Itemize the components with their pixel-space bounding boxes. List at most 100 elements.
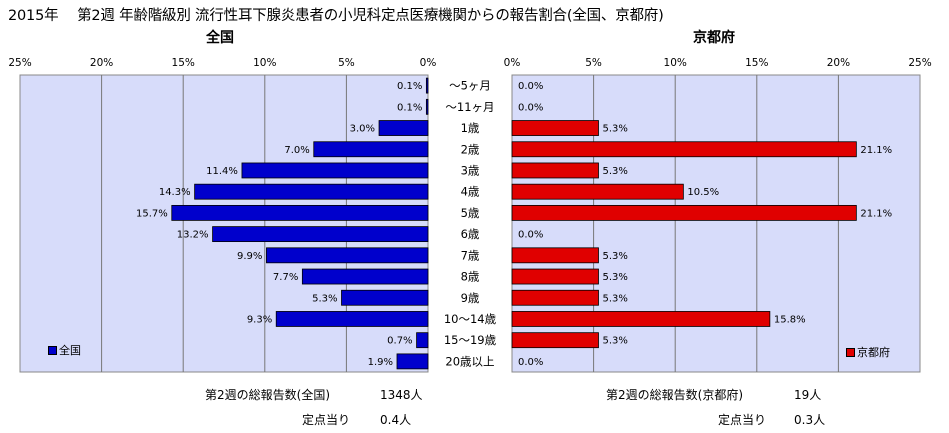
national-bar xyxy=(301,268,429,285)
kyoto-data-label: 21.1% xyxy=(860,145,892,156)
category-label: 20歳以上 xyxy=(445,354,494,368)
kyoto-data-label: 5.3% xyxy=(602,293,627,304)
national-data-label: 1.9% xyxy=(368,357,393,368)
legend-label-kyoto: 京都府 xyxy=(857,346,890,359)
right-tick-label: 5% xyxy=(585,57,602,69)
national-bar xyxy=(313,141,429,158)
left-tick-label: 10% xyxy=(253,57,276,69)
kyoto-data-label: 10.5% xyxy=(687,187,719,198)
national-data-label: 14.3% xyxy=(159,187,191,198)
category-label: 9歳 xyxy=(461,291,480,305)
left-tick-label: 20% xyxy=(90,57,113,69)
kyoto-per-value: 0.3人 xyxy=(794,413,826,427)
national-bar xyxy=(396,353,429,370)
national-data-label: 0.1% xyxy=(397,81,422,92)
kyoto-bar xyxy=(511,162,599,179)
national-bar xyxy=(425,77,429,94)
category-label: 8歳 xyxy=(461,270,480,284)
national-bar xyxy=(171,204,429,221)
kyoto-bar xyxy=(511,332,599,349)
national-bar xyxy=(378,120,429,136)
national-bar xyxy=(241,162,429,179)
national-data-label: 7.7% xyxy=(273,272,298,283)
kyoto-data-label: 0.0% xyxy=(518,81,543,92)
national-total-label: 第2週の総報告数(全国) xyxy=(205,388,330,402)
kyoto-data-label: 0.0% xyxy=(518,102,543,113)
legend-swatch-kyoto xyxy=(846,347,855,357)
category-label: 3歳 xyxy=(461,163,480,177)
national-data-label: 9.3% xyxy=(247,314,272,325)
national-data-label: 0.1% xyxy=(397,102,422,113)
national-bar xyxy=(194,183,429,200)
category-label: 7歳 xyxy=(461,248,480,262)
category-label: 2歳 xyxy=(461,142,480,156)
national-per-label: 定点当り xyxy=(302,413,351,427)
kyoto-data-label: 5.3% xyxy=(602,272,627,283)
legend-label-national: 全国 xyxy=(59,344,81,357)
national-data-label: 11.4% xyxy=(206,166,238,177)
national-bar xyxy=(266,247,429,264)
left-legend: 全国 xyxy=(48,342,81,358)
kyoto-bar xyxy=(511,120,599,136)
kyoto-bar xyxy=(511,204,857,221)
kyoto-data-label: 0.0% xyxy=(518,357,543,368)
national-bar xyxy=(341,289,429,306)
kyoto-bar xyxy=(511,311,771,327)
national-data-label: 13.2% xyxy=(177,230,209,241)
category-label: 15～19歳 xyxy=(444,333,497,347)
national-per-value: 0.4人 xyxy=(380,413,412,427)
labels: 25% 20% 15% 10% 5% 0% 0% 5% 10% 15% 20% 25% 0.1% ～5ヶ月… xyxy=(8,57,931,368)
kyoto-data-label: 5.3% xyxy=(602,251,627,262)
kyoto-data-label: 5.3% xyxy=(602,166,627,177)
right-legend: 京都府 xyxy=(846,344,890,360)
national-total-value: 1348人 xyxy=(380,388,423,402)
left-tick-label: 15% xyxy=(172,57,195,69)
chart-title: 2015年 第2週 年齢階級別 流行性耳下腺炎患者の小児科定点医療機関からの報告… xyxy=(8,8,664,24)
bars xyxy=(171,77,857,370)
national-data-label: 9.9% xyxy=(237,251,262,262)
national-bar xyxy=(416,332,429,349)
left-panel-title: 全国 xyxy=(206,30,234,46)
category-label: 10～14歳 xyxy=(444,312,497,326)
left-tick-label: 25% xyxy=(8,57,31,69)
kyoto-data-label: 15.8% xyxy=(774,314,806,325)
left-tick-label: 5% xyxy=(338,57,355,69)
national-data-label: 0.7% xyxy=(387,336,412,347)
category-label: ～11ヶ月 xyxy=(445,100,494,114)
right-panel-title: 京都府 xyxy=(693,30,735,46)
right-plot-area xyxy=(511,74,921,373)
national-bar xyxy=(212,226,429,243)
category-label: 6歳 xyxy=(461,227,480,241)
national-data-label: 7.0% xyxy=(284,145,309,156)
national-bar xyxy=(425,98,429,115)
national-bar xyxy=(275,311,429,327)
category-label: ～5ヶ月 xyxy=(449,79,491,93)
kyoto-bar xyxy=(511,183,684,200)
kyoto-bar xyxy=(511,247,599,264)
category-label: 1歳 xyxy=(461,121,480,135)
category-label: 5歳 xyxy=(461,206,480,220)
kyoto-total-label: 第2週の総報告数(京都府) xyxy=(606,388,743,402)
kyoto-data-label: 21.1% xyxy=(860,208,892,219)
national-data-label: 3.0% xyxy=(350,124,375,135)
kyoto-per-label: 定点当り xyxy=(718,413,767,427)
right-tick-label: 10% xyxy=(664,57,687,69)
left-tick-label: 0% xyxy=(420,57,437,69)
legend-swatch-national xyxy=(48,345,57,355)
kyoto-data-label: 5.3% xyxy=(602,124,627,135)
kyoto-total-value: 19人 xyxy=(794,388,822,402)
right-tick-label: 15% xyxy=(745,57,768,69)
kyoto-bar xyxy=(511,268,599,285)
kyoto-bar xyxy=(511,141,857,158)
kyoto-data-label: 5.3% xyxy=(602,336,627,347)
category-label: 4歳 xyxy=(461,185,480,199)
right-tick-label: 0% xyxy=(504,57,521,69)
right-tick-label: 20% xyxy=(827,57,850,69)
left-plot-area xyxy=(19,74,429,373)
national-data-label: 5.3% xyxy=(312,293,337,304)
kyoto-bar xyxy=(511,289,599,306)
right-tick-label: 25% xyxy=(908,57,931,69)
kyoto-data-label: 0.0% xyxy=(518,230,543,241)
national-data-label: 15.7% xyxy=(136,208,168,219)
